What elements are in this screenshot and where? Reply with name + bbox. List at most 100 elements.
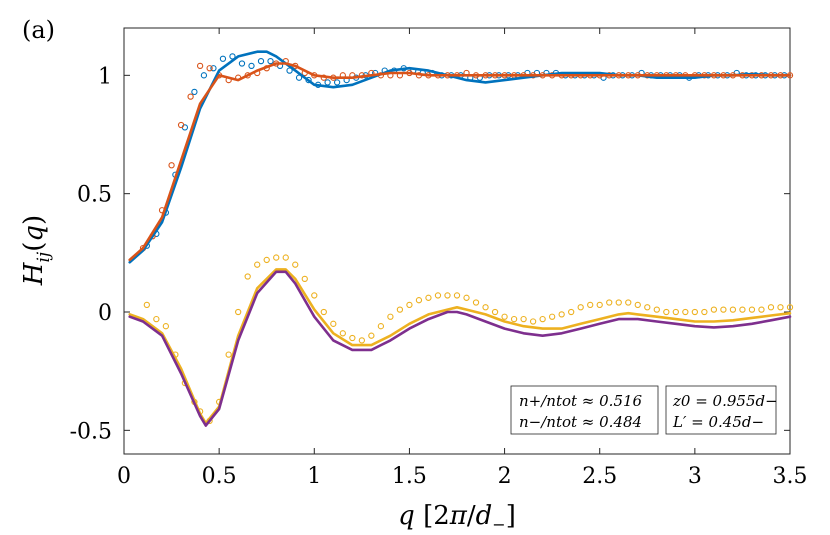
data-point — [286, 67, 293, 74]
data-point — [577, 304, 584, 311]
series-h-simulation — [143, 53, 788, 249]
annotation-L-prime: L′ = 0.45d− — [672, 413, 764, 431]
data-point — [257, 57, 265, 65]
data-point — [187, 93, 194, 100]
x-axis: 0 0.5 1 1.5 2 2.5 3 3.5 — [117, 28, 808, 489]
data-point — [510, 315, 518, 323]
data-point — [143, 301, 150, 309]
y-axis-label: Hij(q) — [19, 215, 54, 286]
data-point — [548, 313, 556, 320]
data-point — [748, 306, 756, 313]
data-point — [758, 306, 765, 313]
data-point — [472, 299, 480, 306]
annotation-n-plus: n+/ntot ≈ 0.516 — [519, 392, 643, 410]
data-point — [615, 299, 622, 306]
data-point — [387, 313, 394, 320]
series-h-simulation — [139, 57, 794, 252]
data-point — [225, 351, 232, 358]
x-tick-label: 3.5 — [773, 464, 808, 489]
data-point — [587, 301, 594, 309]
data-point — [501, 313, 508, 320]
data-point — [377, 323, 385, 330]
data-point — [644, 304, 651, 311]
data-point — [720, 306, 727, 313]
data-point — [463, 294, 470, 301]
data-point — [238, 60, 246, 67]
data-point — [568, 308, 575, 316]
data-point — [196, 62, 204, 70]
data-point — [529, 318, 537, 325]
data-point — [625, 299, 632, 306]
annotation-n-minus: n−/ntot ≈ 0.484 — [519, 413, 642, 431]
data-point — [596, 301, 603, 309]
data-point — [320, 308, 327, 316]
data-point — [219, 55, 227, 62]
annotation-box-params: z0 = 0.955d− L′ = 0.45d− — [665, 385, 778, 435]
x-tick-label: 2.5 — [582, 464, 617, 489]
data-point — [254, 261, 261, 268]
x-tick-label: 1 — [307, 464, 321, 489]
data-point — [295, 74, 303, 81]
series-line-h-theory — [128, 62, 792, 262]
annotation-z0: z0 = 0.955d− — [672, 392, 778, 410]
data-point — [653, 306, 660, 313]
data-point — [444, 292, 451, 299]
y-tick-label: 0 — [98, 301, 112, 326]
data-point — [786, 304, 794, 311]
data-point — [339, 330, 346, 337]
plot-frame — [123, 27, 791, 455]
data-point — [767, 304, 775, 311]
data-point — [248, 62, 255, 70]
data-point — [729, 306, 737, 313]
data-point — [539, 315, 546, 323]
data-point — [634, 301, 641, 309]
data-point — [235, 308, 242, 316]
data-point — [301, 275, 308, 283]
annotation-box-densities-frame — [510, 385, 659, 435]
x-tick-label: 0 — [117, 464, 131, 489]
data-point — [267, 57, 274, 65]
data-point — [777, 304, 784, 311]
data-point — [691, 308, 699, 316]
data-point — [330, 320, 337, 327]
data-point — [606, 299, 613, 306]
data-point — [682, 308, 689, 316]
data-point — [177, 121, 185, 129]
x-tick-label: 0.5 — [202, 464, 237, 489]
data-point — [425, 294, 432, 301]
data-point — [434, 292, 442, 299]
data-point — [191, 88, 198, 96]
data-point — [672, 308, 679, 316]
x-tick-label: 1.5 — [392, 464, 427, 489]
data-point — [244, 273, 251, 280]
data-point — [292, 261, 299, 268]
x-axis-label: q [2π/d−] — [398, 501, 516, 534]
data-point — [415, 297, 423, 304]
data-point — [358, 337, 366, 344]
data-point — [311, 292, 318, 299]
annotation-box-densities: n+/ntot ≈ 0.516 n−/ntot ≈ 0.484 — [510, 385, 659, 435]
data-point — [333, 79, 341, 86]
y-axis: -0.5 0 0.5 1 — [70, 64, 790, 444]
annotation-box-params-frame — [665, 385, 777, 435]
series-line-h-theory — [128, 50, 792, 264]
data-point — [263, 256, 270, 264]
data-point — [168, 162, 175, 169]
data-point — [453, 292, 461, 299]
series-layer — [128, 50, 794, 427]
y-tick-label: 1 — [98, 64, 112, 89]
data-point — [482, 304, 489, 311]
data-point — [701, 308, 708, 316]
data-point — [229, 53, 236, 60]
data-point — [273, 254, 280, 261]
data-point — [153, 315, 160, 323]
data-point — [200, 72, 208, 79]
y-tick-label: -0.5 — [70, 419, 112, 444]
data-point — [368, 332, 375, 339]
data-point — [206, 65, 213, 72]
x-tick-label: 3 — [688, 464, 702, 489]
x-tick-label: 2 — [498, 464, 512, 489]
data-point — [406, 301, 413, 309]
